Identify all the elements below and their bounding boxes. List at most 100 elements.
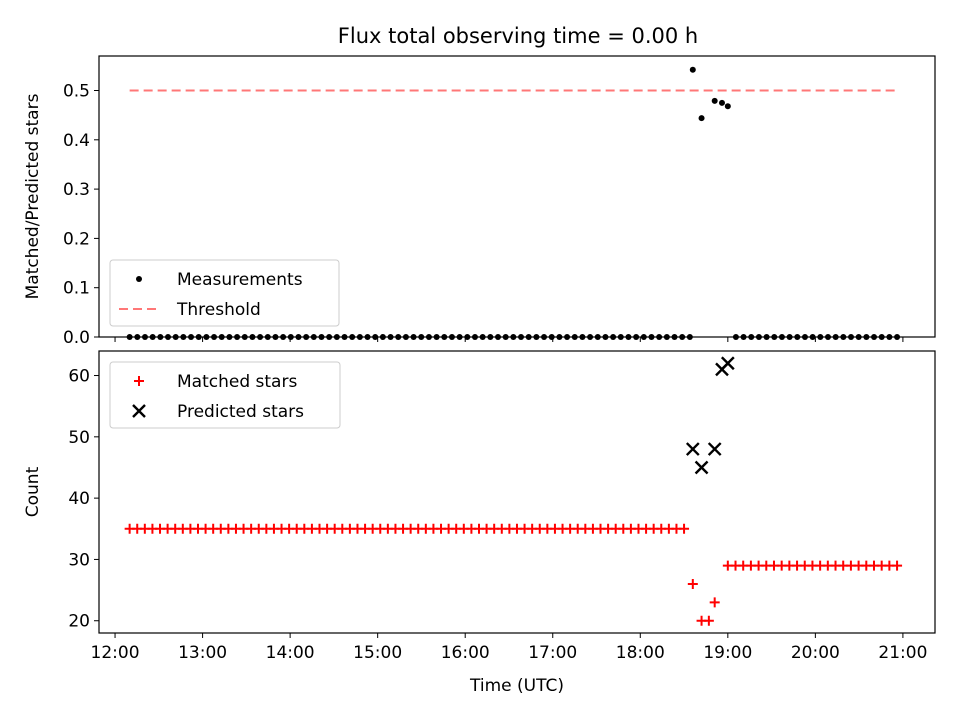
measurements-marker: [663, 334, 670, 340]
count-panel: 12:00 13:00 14:00 15:00 16:00 17:00 18:00 19:00…: [23, 350, 936, 696]
measurements-marker: [571, 334, 578, 340]
measurements-marker: [448, 334, 455, 340]
measurements-marker: [195, 334, 202, 340]
measurements-marker: [755, 334, 762, 340]
measurements-marker: [487, 334, 494, 340]
measurements-marker: [832, 334, 839, 340]
measurements-marker: [502, 334, 509, 340]
measurements-marker: [126, 334, 133, 340]
measurements-marker: [602, 334, 609, 340]
measurements-marker: [587, 334, 594, 340]
axes-frame: [98, 350, 936, 634]
measurements-marker: [257, 334, 264, 340]
measurements-marker: [272, 334, 279, 340]
measurements-marker: [418, 334, 425, 340]
measurements-marker: [203, 334, 210, 340]
measurements-marker: [356, 334, 363, 340]
measurements-marker: [525, 334, 532, 340]
y-tick-label: 20: [68, 612, 90, 632]
figure-title: Flux total observing time = 0.00 h: [338, 24, 698, 48]
measurements-marker: [425, 334, 432, 340]
measurements-marker: [698, 115, 705, 122]
measurements-marker: [341, 334, 348, 340]
axes-frame: [98, 55, 936, 338]
measurements-marker: [740, 334, 747, 340]
legend-box: [109, 361, 341, 429]
predicted-stars-marker: [707, 442, 722, 456]
measurements-marker: [479, 334, 486, 340]
measurements-marker: [333, 334, 340, 340]
matched-stars-marker: [892, 560, 903, 571]
measurements-marker: [287, 334, 294, 340]
measurements-marker: [280, 334, 287, 340]
measurements-marker: [878, 334, 885, 340]
measurements-marker: [234, 334, 241, 340]
measurements-marker: [633, 334, 640, 340]
x-axis-label: Time (UTC): [469, 676, 564, 696]
measurements-marker: [149, 334, 156, 340]
y-tick-label: 0.2: [63, 229, 90, 249]
measurements-marker: [241, 334, 248, 340]
matched-stars-marker: [703, 615, 714, 626]
measurements-marker: [310, 334, 317, 340]
x-tick-label: 14:00: [266, 643, 315, 663]
measurements-marker: [364, 334, 371, 340]
measurements-marker: [226, 334, 233, 340]
legend-matched-stars-swatch: [134, 376, 144, 386]
measurements-marker: [763, 334, 770, 340]
x-tick-label: 17:00: [528, 643, 577, 663]
measurements-marker: [840, 334, 847, 340]
measurements-marker: [556, 334, 563, 340]
y-tick-label: 40: [68, 489, 90, 509]
x-tick-label: 16:00: [441, 643, 490, 663]
y-axis-label: Count: [23, 466, 43, 517]
measurements-marker: [648, 334, 655, 340]
measurements-marker: [625, 334, 632, 340]
measurements-marker: [410, 334, 417, 340]
measurements-marker: [295, 334, 302, 340]
measurements-marker: [402, 334, 409, 340]
measurements-marker: [848, 334, 855, 340]
measurements-marker: [871, 334, 878, 340]
measurements-marker: [326, 334, 333, 340]
y-tick-label: 0.1: [63, 279, 90, 299]
legend-predicted-stars-swatch: [132, 404, 146, 418]
x-tick-label: 21:00: [878, 643, 927, 663]
measurements-marker: [387, 334, 394, 340]
measurements-marker: [249, 334, 256, 340]
measurements-marker: [464, 334, 471, 340]
measurements-marker: [679, 334, 686, 340]
measurements-marker: [180, 334, 187, 340]
measurements-marker: [855, 334, 862, 340]
x-tick-label: 20:00: [791, 643, 840, 663]
measurements-marker: [548, 334, 555, 340]
legend-label: Predicted stars: [177, 402, 304, 422]
legend-label: Threshold: [176, 300, 261, 320]
measurements-marker: [732, 334, 739, 340]
measurements-marker: [172, 334, 179, 340]
measurements-marker: [134, 334, 141, 340]
measurements-marker: [165, 334, 172, 340]
y-tick-label: 0.4: [63, 131, 90, 151]
y-tick-label: 50: [68, 428, 90, 448]
measurements-marker: [748, 334, 755, 340]
y-tick-label: 60: [68, 367, 90, 387]
x-tick-label: 12:00: [91, 643, 140, 663]
measurements-marker: [433, 334, 440, 340]
measurements-marker: [809, 334, 816, 340]
measurements-marker: [471, 334, 478, 340]
matched-stars-marker: [679, 523, 690, 534]
x-tick-label: 18:00: [616, 643, 665, 663]
predicted-stars-marker: [694, 460, 709, 475]
measurements-marker: [141, 334, 148, 340]
measurements-marker: [303, 334, 310, 340]
legend-measurements-swatch: [136, 276, 142, 282]
measurements-marker: [617, 334, 624, 340]
measurements-marker: [157, 334, 164, 340]
x-tick-label: 13:00: [178, 643, 227, 663]
predicted-stars-marker: [685, 442, 700, 456]
x-tick-label: 19:00: [703, 643, 752, 663]
measurements-marker: [188, 334, 195, 340]
ratio-panel: 0.0 0.1 0.2 0.3 0.4 0.5 Matched/Predicted star…: [23, 55, 936, 348]
